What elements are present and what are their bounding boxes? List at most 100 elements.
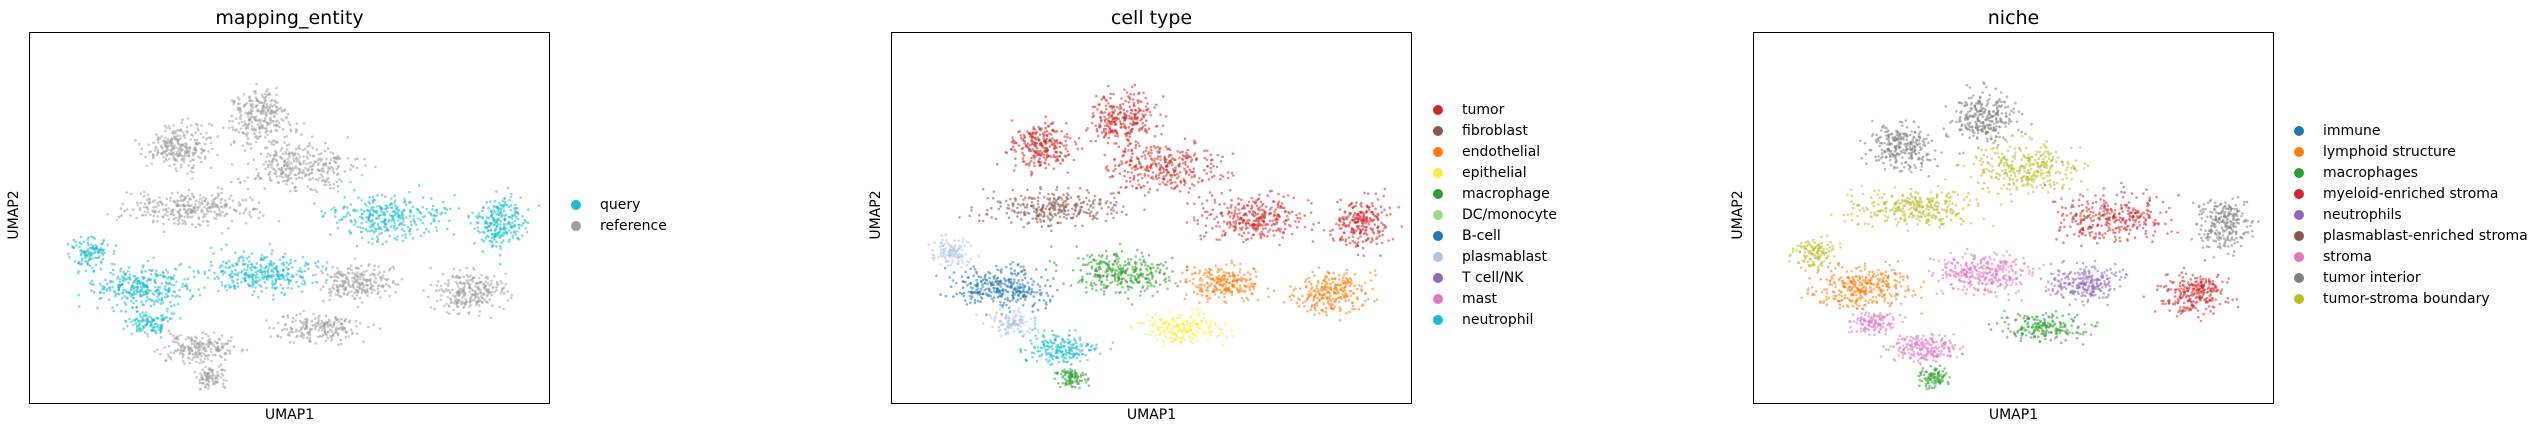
scatter-plot-area: [1753, 32, 2274, 404]
legend-marker: [2294, 168, 2304, 178]
point-cluster: [1858, 119, 1948, 178]
legend-marker: [571, 221, 581, 231]
legend-item: macrophages: [2294, 165, 2418, 181]
legend-item: fibroblast: [1433, 123, 1528, 139]
legend-marker: [1433, 210, 1443, 220]
legend-marker: [1433, 273, 1443, 283]
legend-marker: [2294, 126, 2304, 136]
point-cluster: [996, 115, 1084, 177]
point-cluster: [146, 331, 249, 367]
point-cluster: [958, 185, 1146, 232]
legend-label: neutrophil: [1462, 312, 1534, 328]
legend-label: macrophages: [2323, 165, 2419, 181]
panel-cell-type: cell type UMAP2 UMAP1 tumor fibroblast end…: [868, 7, 1557, 423]
legend-label: tumor interior: [2323, 270, 2421, 286]
point-cluster: [77, 256, 202, 313]
legend-label: neutrophils: [2323, 207, 2402, 223]
plot-title: niche: [1987, 7, 2040, 29]
legend-item: tumor: [1433, 102, 1504, 118]
x-axis-label: UMAP1: [1126, 407, 1177, 423]
legend-label: DC/monocyte: [1462, 207, 1557, 223]
point-cluster: [1019, 327, 1115, 371]
legend-marker: [1433, 252, 1443, 262]
point-cluster: [134, 117, 219, 180]
umap-scatter: [1788, 81, 2260, 391]
legend-marker: [571, 200, 581, 210]
point-cluster: [1879, 332, 1965, 371]
point-cluster: [2190, 195, 2260, 259]
legend-item: myeloid-enriched stroma: [2294, 186, 2499, 202]
legend-label: immune: [2323, 123, 2381, 139]
point-cluster: [1074, 83, 1168, 161]
legend-label: B-cell: [1462, 228, 1501, 244]
legend-label: epithelial: [1462, 165, 1527, 181]
legend-marker: [2294, 294, 2304, 304]
legend-item: macrophage: [1433, 186, 1550, 202]
legend-item: immune: [2294, 123, 2381, 139]
legend-marker: [1433, 147, 1443, 157]
point-cluster: [2043, 181, 2180, 247]
point-cluster: [314, 257, 404, 309]
legend-item: query: [571, 197, 640, 213]
legend-label: reference: [600, 218, 667, 234]
point-cluster: [265, 309, 382, 347]
point-cluster: [313, 184, 470, 248]
point-cluster: [1987, 309, 2099, 346]
legend-item: epithelial: [1433, 165, 1527, 181]
legend-item: tumor interior: [2294, 270, 2421, 286]
point-cluster: [2142, 259, 2240, 323]
legend-marker: [2294, 231, 2304, 241]
scatter-plot-area: [29, 32, 550, 404]
legend-label: mast: [1462, 291, 1497, 307]
legend-label: macrophage: [1462, 186, 1550, 202]
point-cluster: [1078, 134, 1235, 197]
legend-marker: [1433, 189, 1443, 199]
legend-item: endothelial: [1433, 144, 1540, 160]
legend-label: fibroblast: [1462, 123, 1528, 139]
legend-marker: [1433, 168, 1443, 178]
legend-label: stroma: [2323, 249, 2373, 265]
point-cluster: [1942, 81, 2033, 155]
legend-item: B-cell: [1433, 228, 1501, 244]
point-cluster: [1917, 364, 1951, 391]
legend-item: lymphoid structure: [2294, 144, 2456, 160]
scatter-plot-area: [891, 32, 1412, 404]
legend-marker: [1433, 126, 1443, 136]
point-cluster: [1848, 307, 1907, 337]
legend-marker: [1433, 294, 1443, 304]
legend-item: DC/monocyte: [1433, 207, 1557, 223]
legend-label: plasmablast: [1462, 249, 1548, 265]
y-axis-label: UMAP2: [1730, 190, 1746, 240]
point-cluster: [1800, 260, 1926, 316]
point-cluster: [422, 266, 513, 320]
point-cluster: [106, 186, 281, 235]
point-cluster: [1053, 363, 1091, 390]
legend-marker: [1433, 315, 1443, 325]
point-cluster: [193, 365, 228, 391]
legend-item: plasmablast-enriched stroma: [2294, 228, 2528, 244]
point-cluster: [1927, 247, 2055, 302]
point-cluster: [975, 306, 1040, 338]
legend-item: tumor-stroma boundary: [2294, 291, 2490, 307]
legend-label: myeloid-enriched stroma: [2323, 186, 2499, 202]
umap-scatter: [66, 82, 541, 391]
point-cluster: [935, 260, 1059, 317]
legend-item: neutrophils: [2294, 207, 2402, 223]
point-cluster: [1944, 134, 2090, 203]
legend-item: plasmablast: [1433, 249, 1547, 265]
point-cluster: [467, 186, 541, 266]
legend-label: tumor-stroma boundary: [2323, 291, 2490, 307]
legend-label: tumor: [1462, 102, 1505, 118]
point-cluster: [1048, 242, 1189, 306]
point-cluster: [927, 233, 980, 269]
umap-scatter: [927, 83, 1404, 390]
point-cluster: [2031, 259, 2129, 307]
panel-mapping-entity: mapping_entity UMAP2 UMAP1 query referenc…: [0, 0, 847, 431]
legend-label: plasmablast-enriched stroma: [2323, 228, 2528, 244]
plot-title: mapping_entity: [215, 7, 364, 29]
legend-item: reference: [571, 218, 667, 234]
point-cluster: [112, 309, 182, 343]
point-cluster: [1788, 234, 1842, 272]
point-cluster: [222, 82, 306, 152]
